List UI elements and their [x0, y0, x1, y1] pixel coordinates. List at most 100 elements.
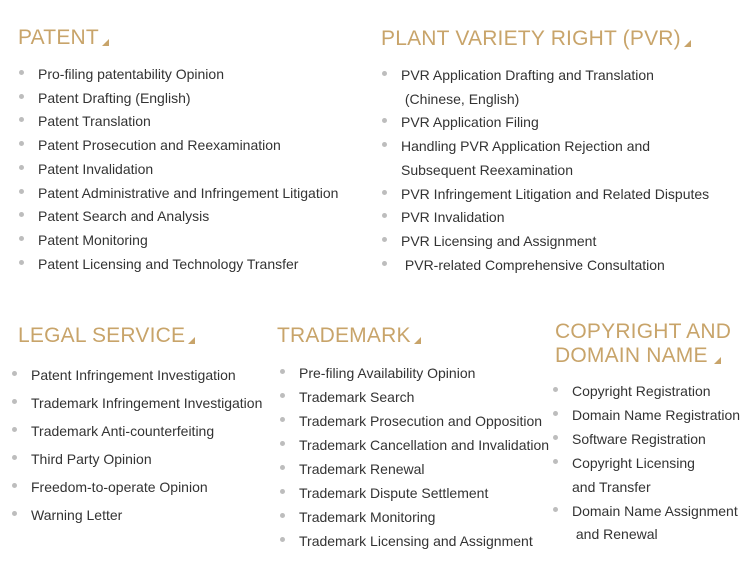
list-item: Trademark Anti-counterfeiting — [11, 420, 268, 444]
bullet-icon — [280, 441, 285, 446]
list-item: Trademark Monitoring — [279, 506, 552, 530]
bullet-icon — [382, 189, 387, 195]
bullet-icon — [19, 235, 24, 241]
list-item: Trademark Renewal — [279, 458, 552, 482]
list-item-text: Domain Name Assignment — [572, 502, 738, 519]
list-item-text: PVR Invalidation — [401, 209, 505, 226]
list-item: PVR-related Comprehensive Consultation — [381, 254, 746, 278]
patent-title: PATENT — [18, 26, 358, 50]
bullet-icon — [12, 399, 17, 404]
bullet-icon — [12, 427, 17, 432]
corner-arrow-icon — [713, 357, 721, 364]
corner-arrow-icon — [101, 39, 109, 46]
bullet-icon — [553, 387, 558, 392]
list-item-text: Software Registration — [572, 431, 706, 447]
list-item: Pro-filing patentability Opinion — [18, 63, 358, 87]
list-item-text: Patent Administrative and Infringement L… — [38, 184, 339, 201]
patent-section: PATENT Pro-filing patentability Opinion P… — [18, 26, 358, 276]
list-item: Copyright Licensing and Transfer — [552, 452, 750, 499]
bullet-icon — [19, 188, 24, 194]
list-item: Patent Invalidation — [18, 158, 358, 182]
legal-service-title: LEGAL SERVICE — [18, 324, 268, 348]
corner-arrow-icon — [683, 40, 691, 47]
list-item-text: Pro-filing patentability Opinion — [38, 66, 224, 82]
bullet-icon — [382, 118, 387, 124]
list-item: Third Party Opinion — [11, 448, 268, 472]
list-item: Trademark Cancellation and Invalidation — [279, 434, 552, 458]
bullet-icon — [19, 212, 24, 218]
bullet-icon — [19, 164, 24, 170]
list-item-text: PVR Licensing and Assignment — [401, 232, 597, 249]
bullet-icon — [553, 411, 558, 416]
list-item-text: Copyright Registration — [572, 383, 711, 399]
bullet-icon — [280, 417, 285, 422]
bullet-icon — [382, 142, 387, 148]
list-item: PVR Licensing and Assignment — [381, 230, 746, 254]
bullet-icon — [382, 260, 387, 266]
bullet-icon — [12, 371, 17, 376]
list-item: Patent Infringement Investigation — [11, 364, 268, 388]
bullet-icon — [382, 71, 387, 76]
legal-service-section: LEGAL SERVICE Patent Infringement Invest… — [12, 324, 268, 532]
list-item-text: Trademark Infringement Investigation — [31, 395, 263, 411]
bullet-icon — [553, 459, 558, 464]
bullet-icon — [280, 465, 285, 470]
list-item-text: Handling PVR Application Rejection and — [401, 138, 651, 155]
list-item-text: Copyright Licensing — [572, 455, 695, 471]
list-item: Patent Translation — [18, 110, 358, 134]
bullet-icon — [553, 435, 558, 440]
list-item-text: Patent Prosecution and Reexamination — [38, 137, 281, 154]
pvr-section: PLANT VARIETY RIGHT (PVR) PVR Applicatio… — [381, 27, 746, 277]
bullet-icon — [553, 506, 558, 512]
list-item: Patent Administrative and Infringement L… — [18, 182, 358, 206]
bullet-icon — [280, 537, 285, 542]
list-item: PVR Infringement Litigation and Related … — [381, 183, 746, 207]
list-item-text: Patent Search and Analysis — [38, 208, 210, 225]
list-item: Trademark Dispute Settlement — [279, 482, 552, 506]
list-item-text: Trademark Anti-counterfeiting — [31, 423, 215, 439]
bullet-icon — [19, 141, 24, 147]
list-item-text: Warning Letter — [31, 507, 123, 523]
list-item: Handling PVR Application Rejection and Su… — [381, 135, 746, 182]
list-item-text: Freedom-to-operate Opinion — [31, 479, 208, 495]
list-item: Software Registration — [552, 428, 750, 452]
bullet-icon — [280, 393, 285, 398]
list-item: Patent Prosecution and Reexamination — [18, 134, 358, 158]
list-item-text: Trademark Dispute Settlement — [299, 485, 489, 501]
list-item-text: Patent Invalidation — [38, 160, 154, 177]
list-item: Patent Licensing and Technology Transfer — [18, 253, 358, 277]
bullet-icon — [12, 483, 17, 488]
list-item-text: Trademark Renewal — [299, 461, 425, 477]
trademark-section: TRADEMARK Pre-filing Availability Opinio… — [277, 324, 552, 554]
bullet-icon — [19, 93, 24, 99]
pvr-title: PLANT VARIETY RIGHT (PVR) — [381, 27, 746, 51]
list-item: Domain Name Registration — [552, 404, 750, 428]
list-item-text: Trademark Cancellation and Invalidation — [299, 437, 550, 453]
copyright-list: Copyright Registration Domain Name Regist… — [552, 380, 750, 547]
list-item-text: Domain Name Registration — [572, 407, 741, 423]
list-item-text: Third Party Opinion — [31, 451, 152, 467]
list-item-text: Patent Infringement Investigation — [31, 367, 236, 383]
legal-service-list: Patent Infringement Investigation Tradema… — [11, 364, 268, 528]
bullet-icon — [382, 236, 387, 242]
list-item-text: Trademark Prosecution and Opposition — [299, 413, 543, 429]
copyright-title: COPYRIGHT AND DOMAIN NAME — [555, 320, 732, 367]
list-item-text: PVR-related Comprehensive Consultation — [401, 256, 665, 273]
list-item-text: PVR Application Filing — [401, 114, 539, 131]
list-item: Patent Drafting (English) — [18, 87, 358, 111]
list-item-text: PVR Application Drafting and Translation — [401, 67, 654, 83]
list-item-text: Trademark Monitoring — [299, 509, 436, 525]
list-item-text: Patent Licensing and Technology Transfer — [38, 255, 299, 272]
trademark-list: Pre-filing Availability Opinion Trademark… — [279, 362, 552, 554]
patent-list: Pro-filing patentability Opinion Patent D… — [18, 63, 358, 276]
list-item-text: Trademark Search — [299, 389, 415, 405]
list-item-text: Patent Translation — [38, 113, 151, 130]
list-item: Domain Name Assignment and Renewal — [552, 500, 750, 547]
bullet-icon — [19, 117, 24, 123]
list-item-text: and Transfer — [572, 478, 651, 495]
bullet-icon — [280, 369, 285, 374]
list-item: PVR Application Filing — [381, 111, 746, 135]
list-item: Trademark Prosecution and Opposition — [279, 410, 552, 434]
list-item-text: PVR Infringement Litigation and Related … — [401, 185, 710, 202]
bullet-icon — [280, 489, 285, 494]
